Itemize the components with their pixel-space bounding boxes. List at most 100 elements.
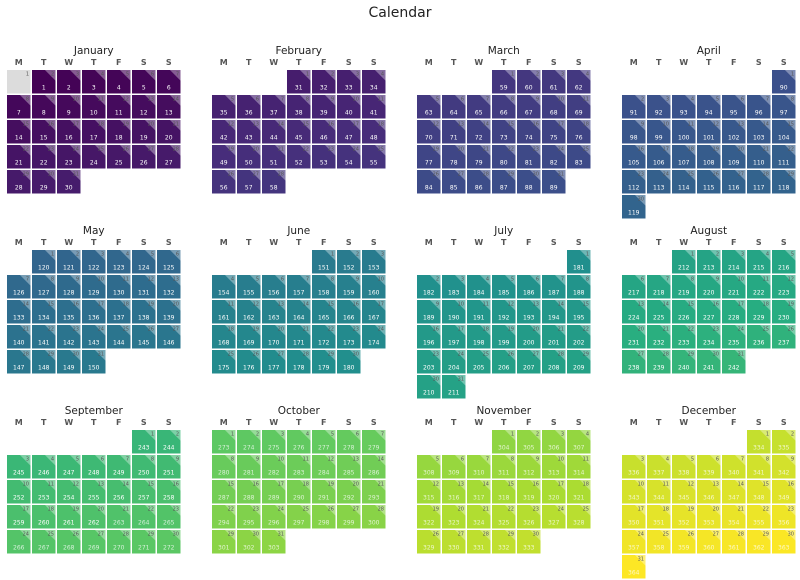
- day-cell-bg: [542, 95, 566, 119]
- day-of-month: 27: [638, 352, 644, 358]
- day-cell-corner: [579, 275, 591, 286]
- day-cell-corner: [374, 480, 386, 491]
- day-cell: 366: [237, 95, 261, 119]
- day-cell-corner: [274, 95, 286, 106]
- day-cell-bg: [517, 275, 541, 299]
- day-of-month: 11: [123, 277, 129, 283]
- day-cell-bg: [517, 145, 541, 169]
- day-value: 49: [220, 159, 228, 166]
- day-of-month: 21: [738, 507, 744, 513]
- day-of-month: 25: [123, 327, 129, 333]
- day-cell-bg: [57, 300, 81, 324]
- day-cell-corner: [684, 250, 696, 261]
- day-value: 317: [473, 494, 485, 501]
- day-cell-bg: [312, 350, 336, 374]
- day-value: 115: [703, 184, 715, 191]
- day-value: 65: [475, 109, 483, 116]
- day-value: 169: [243, 339, 255, 346]
- day-cell-corner: [249, 505, 261, 516]
- day-cell-bg: [772, 250, 796, 274]
- day-value: 69: [575, 109, 583, 116]
- day-cell-bg: [567, 505, 591, 529]
- day-value: 101: [703, 134, 715, 141]
- day-of-month: 26: [253, 352, 259, 358]
- day-value: 139: [163, 314, 175, 321]
- day-value: 182: [423, 289, 435, 296]
- day-of-month: 24: [378, 327, 384, 333]
- weekday-label: F: [116, 238, 121, 247]
- day-value: 38: [295, 109, 303, 116]
- day-value: 153: [368, 264, 380, 271]
- day-cell-corner: [429, 375, 441, 386]
- day-value: 13: [165, 109, 173, 116]
- day-cell-corner: [144, 430, 156, 441]
- day-cell-bg: [287, 70, 311, 94]
- day-cell-bg: [157, 145, 181, 169]
- day-value: 63: [425, 109, 433, 116]
- day-cell-corner: [784, 95, 796, 106]
- day-value: 178: [293, 364, 305, 371]
- day-cell-bg: [157, 275, 181, 299]
- day-cell: 901: [772, 70, 796, 94]
- day-value: 316: [448, 494, 460, 501]
- day-cell-bg: [442, 530, 466, 554]
- day-value: 253: [38, 494, 50, 501]
- day-of-month: 31: [458, 377, 464, 383]
- day-cell-bg: [672, 505, 696, 529]
- day-of-month: 23: [328, 147, 334, 153]
- day-value: 176: [243, 364, 255, 371]
- day-value: 152: [343, 264, 355, 271]
- day-of-month: 1: [511, 432, 514, 438]
- day-of-month: 8: [511, 97, 514, 103]
- weekday-label: F: [731, 238, 736, 247]
- day-value: 235: [728, 339, 740, 346]
- day-of-month: 23: [253, 507, 259, 513]
- day-of-month: 17: [73, 122, 79, 128]
- day-cell-corner: [529, 70, 541, 81]
- day-cell-bg: [772, 95, 796, 119]
- day-value: 106: [653, 159, 665, 166]
- day-value: 68: [550, 109, 558, 116]
- day-of-month: 17: [378, 302, 384, 308]
- day-of-month: 8: [766, 457, 769, 463]
- day-cell-corner: [579, 95, 591, 106]
- day-of-month: 9: [641, 122, 644, 128]
- day-of-month: 27: [353, 507, 359, 513]
- day-cell-corner: [94, 480, 106, 491]
- day-of-month: 4: [101, 72, 104, 78]
- day-of-month: 25: [48, 532, 54, 538]
- month-title: March: [488, 45, 520, 57]
- day-of-month: 14: [278, 122, 284, 128]
- day-value: 83: [575, 159, 583, 166]
- weekday-label: F: [731, 418, 736, 427]
- day-value: 250: [138, 469, 150, 476]
- day-value: 206: [498, 364, 510, 371]
- day-value: 125: [163, 264, 175, 271]
- day-of-month: 23: [713, 327, 719, 333]
- day-cell-bg: [262, 145, 286, 169]
- day-value: 359: [678, 544, 690, 551]
- day-cell-bg: [672, 350, 696, 374]
- day-cell-corner: [119, 145, 131, 156]
- day-of-month: 26: [713, 172, 719, 178]
- day-cell-corner: [299, 300, 311, 311]
